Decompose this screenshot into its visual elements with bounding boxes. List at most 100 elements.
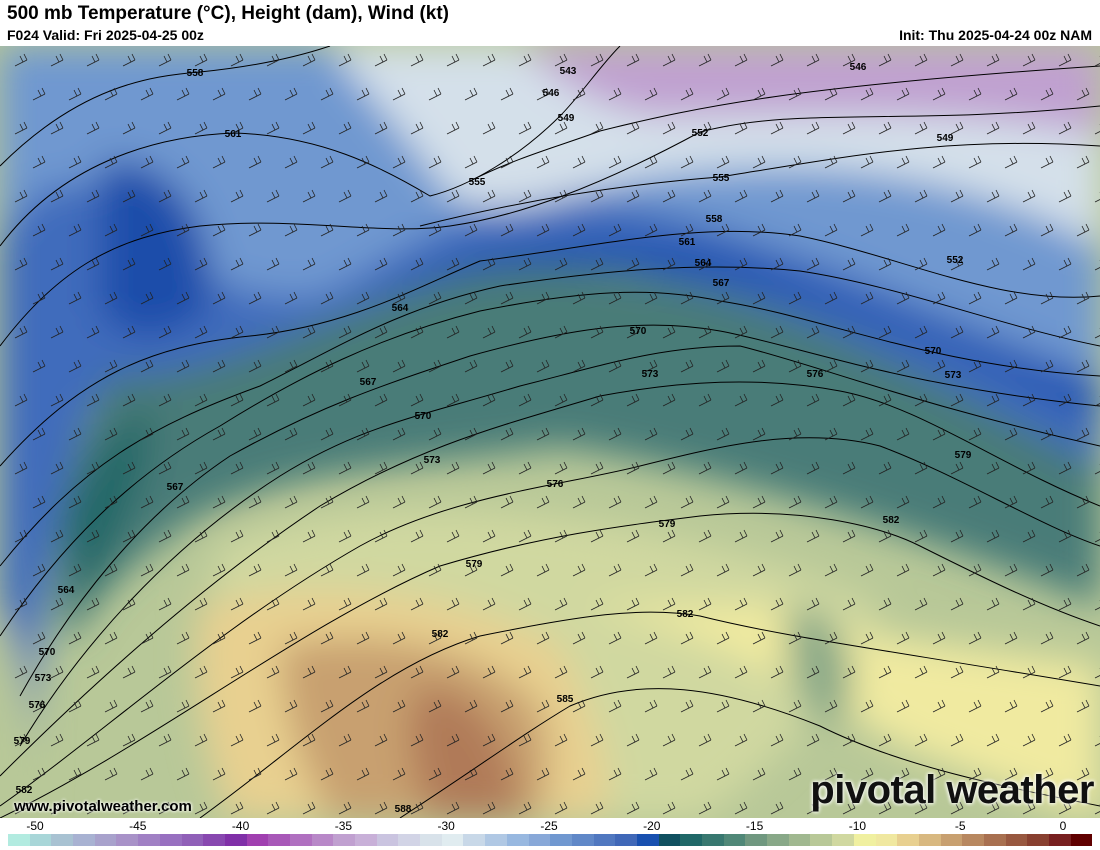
contour-label: 564 (695, 258, 712, 269)
wind-barb (698, 189, 712, 203)
wind-barb (248, 223, 262, 237)
wind-barb (1058, 53, 1072, 67)
wind-barb (392, 155, 406, 169)
wind-barb (1040, 291, 1054, 305)
wind-barb (1094, 668, 1100, 679)
wind-barb (986, 257, 1000, 271)
wind-barb (590, 665, 604, 679)
wind-barb (680, 223, 694, 237)
wind-barb (428, 427, 442, 441)
wind-barb (284, 223, 298, 237)
contour-label: 576 (547, 479, 564, 490)
colorbar-cell (962, 834, 984, 846)
height-contour-line (199, 611, 1100, 818)
wind-barb (554, 121, 568, 135)
wind-barb (824, 699, 838, 713)
website-url[interactable]: www.pivotalweather.com (14, 798, 192, 815)
wind-barb (194, 529, 208, 543)
wind-barb (302, 801, 316, 815)
contour-label: 582 (432, 629, 449, 640)
wind-barb (1040, 223, 1054, 237)
wind-barb (842, 461, 856, 475)
wind-barb (590, 461, 604, 475)
wind-barb (1040, 495, 1054, 509)
wind-barb (536, 631, 550, 645)
wind-barb (896, 427, 910, 441)
colorbar-tick-label: -50 (26, 819, 44, 833)
contour-label: 576 (29, 700, 46, 711)
colorbar-cell (463, 834, 486, 846)
wind-barb (50, 257, 64, 271)
wind-barb (716, 87, 730, 101)
wind-barb (914, 121, 928, 135)
colorbar-cell (702, 834, 724, 846)
wind-barb (554, 529, 568, 543)
wind-barb (68, 563, 82, 577)
colorbar-cell (1005, 834, 1028, 846)
colorbar-cell (333, 834, 355, 846)
wind-barb (1022, 121, 1036, 135)
contour-label: 573 (35, 673, 52, 684)
wind-barb (770, 189, 784, 203)
colorbar-cell (355, 834, 377, 846)
wind-barb (1004, 699, 1018, 713)
wind-barb (1004, 87, 1018, 101)
wind-barb (428, 359, 442, 373)
wind-barb (410, 189, 424, 203)
wind-barb (1094, 192, 1100, 203)
wind-barb (194, 121, 208, 135)
wind-barb (1058, 189, 1072, 203)
wind-barb (1058, 121, 1072, 135)
wind-barb (374, 529, 388, 543)
wind-barb (932, 631, 946, 645)
wind-barb (680, 767, 694, 781)
wind-barb (698, 257, 712, 271)
wind-barb (842, 121, 856, 135)
contour-label: 573 (424, 455, 441, 466)
colorbar-cell (94, 834, 117, 846)
wind-barb (1076, 563, 1090, 577)
wind-barb (608, 291, 622, 305)
contour-label: 579 (466, 559, 483, 570)
wind-barb (1040, 563, 1054, 577)
wind-barb (122, 665, 136, 679)
wind-barb (986, 461, 1000, 475)
wind-barb (1022, 393, 1036, 407)
wind-barb (356, 631, 370, 645)
wind-barb (320, 223, 334, 237)
wind-barb (212, 563, 226, 577)
height-contour-line (419, 142, 1100, 227)
wind-barb (662, 257, 676, 271)
wind-barb (842, 393, 856, 407)
wind-barb (410, 461, 424, 475)
colorbar-cell (73, 834, 95, 846)
contour-label: 561 (679, 237, 696, 248)
wind-barb (860, 631, 874, 645)
wind-barb (1058, 733, 1072, 747)
wind-barb (1094, 804, 1100, 815)
wind-barb (842, 529, 856, 543)
wind-barb (194, 597, 208, 611)
contour-label: 585 (557, 694, 574, 705)
wind-barb (356, 495, 370, 509)
wind-barb (1022, 665, 1036, 679)
wind-barb (194, 733, 208, 747)
colorbar-tick-label: -20 (643, 819, 661, 833)
wind-barb (338, 257, 352, 271)
wind-barb (266, 189, 280, 203)
wind-barb (500, 87, 514, 101)
wind-barb (68, 427, 82, 441)
colorbar-cell (51, 834, 74, 846)
wind-barb (68, 767, 82, 781)
wind-barb (1094, 328, 1100, 339)
contour-label: 546 (543, 88, 560, 99)
wind-barb (338, 121, 352, 135)
wind-barb (122, 801, 136, 815)
wind-barb (374, 325, 388, 339)
wind-barb (860, 155, 874, 169)
wind-barb (212, 427, 226, 441)
colorbar-tick-label: -35 (334, 819, 353, 833)
wind-barb (482, 121, 496, 135)
colorbar-tick-label: -10 (848, 819, 867, 833)
weather-map[interactable]: 5585615435465495525555555585615645675465… (0, 46, 1100, 818)
